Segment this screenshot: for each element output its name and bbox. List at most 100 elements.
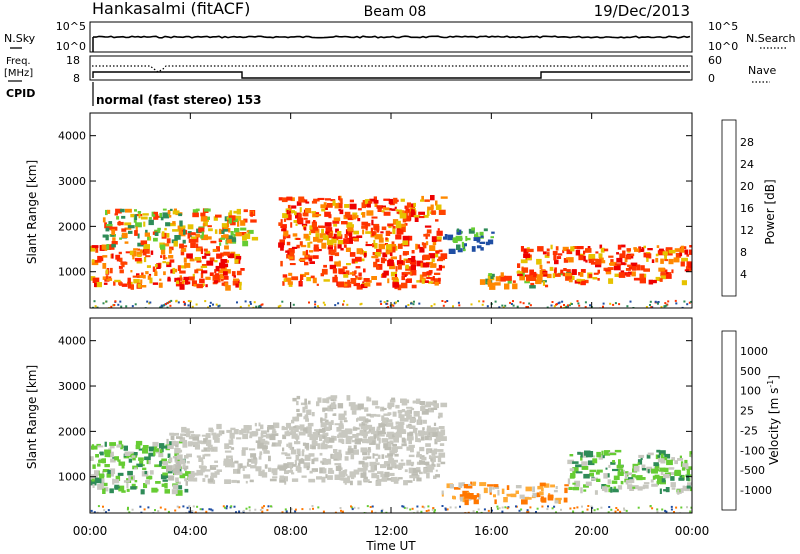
vel-echo-cell [295,465,300,472]
vel-echo-cell [647,469,650,474]
pow-echo-cell [566,257,570,260]
vel-clutter-cell [188,510,191,513]
pow-echo-cell [118,265,123,269]
pow-clutter-cell [570,303,573,305]
pow-echo-cell [203,220,208,227]
pow-echo-cell [489,282,496,286]
vel-echo-cell [138,448,144,451]
pow-echo-cell [176,280,179,284]
pow-echo-cell [308,255,313,259]
pow-echo-cell [462,245,466,252]
vel-echo-cell [127,455,134,458]
pow-echo-cell [355,266,361,269]
pow-echo-cell [337,202,343,209]
vel-echo-cell [537,494,540,497]
vel-echo-cell [400,459,404,462]
pow-clutter-cell [113,304,116,306]
vel-echo-cell [461,482,465,487]
vel-clutter-cell [600,506,603,509]
pow-echo-cell [625,254,632,260]
pow-echo-cell [457,231,460,235]
vel-echo-cell [197,440,202,444]
vel-echo-cell [134,467,138,470]
vel-clutter-cell [587,505,590,507]
vel-echo-cell [317,434,324,438]
pow-echo-cell [578,272,581,276]
vel-echo-cell [352,434,359,438]
pow-echo-cell [160,244,166,250]
vel-echo-cell [173,441,179,445]
pow-echo-cell [431,258,435,263]
pow-echo-cell [124,241,129,244]
vel-echo-cell [343,410,347,416]
pow-echo-cell [490,273,495,278]
pow-echo-cell [434,281,439,286]
pow-echo-cell [243,209,248,213]
pow-clutter-cell [512,304,515,307]
pow-echo-cell [280,260,283,267]
vel-echo-cell [627,484,633,490]
pow-ytick-label: 1000 [58,266,86,279]
pow-echo-cell [643,268,650,272]
vel-clutter-cell [182,505,185,508]
vel-echo-cell [389,472,395,476]
vel-clutter-cell [441,505,444,507]
vel-clutter-cell [411,507,414,510]
pow-echo-cell [401,282,408,289]
vel-echo-cell [334,396,337,402]
pow-echo-cell [685,266,692,272]
pow-echo-cell [244,233,251,239]
pow-echo-cell [342,271,348,275]
pow-echo-cell [680,261,685,267]
vel-echo-cell [438,426,445,430]
vel-echo-cell [293,426,297,430]
pow-echo-cell [529,275,537,281]
pow-echo-cell [332,200,336,206]
vel-echo-cell [462,497,466,503]
pow-echo-cell [346,263,351,266]
vel-echo-cell [398,477,403,480]
pow-echo-cell [438,264,442,271]
vel-clutter-cell [421,505,424,508]
pow-echo-cell [382,207,386,210]
vel-echo-cell [292,416,300,422]
pow-clutter-cell [105,300,108,303]
vel-echo-cell [296,448,301,455]
pow-echo-cell [286,196,293,201]
vel-echo-cell [162,472,168,476]
vel-echo-cell [406,406,413,409]
vel-clutter-cell [656,510,659,513]
pow-echo-cell [645,253,652,259]
vel-echo-cell [176,485,183,490]
vel-clutter-cell [267,505,270,508]
pow-echo-cell [118,281,122,285]
vel-echo-cell [285,422,291,429]
vel-clutter-cell [226,505,228,508]
vel-clutter-cell [625,509,628,512]
pow-echo-cell [160,255,163,258]
vel-echo-cell [341,478,346,481]
pow-echo-cell [105,225,113,230]
vel-clutter-cell [371,505,374,508]
pow-echo-cell [337,231,342,237]
vel-echo-cell [411,473,419,476]
vel-echo-cell [184,478,188,482]
pow-echo-cell [324,222,332,227]
vel-echo-cell [102,487,109,492]
vel-echo-cell [408,409,412,414]
pow-echo-cell [371,276,377,280]
vel-echo-cell [337,453,342,457]
time-tick-label: 00:00 [675,524,710,538]
pow-echo-cell [137,254,142,257]
vel-echo-cell [506,485,510,490]
pow-echo-cell [473,237,481,241]
vel-echo-cell [308,430,312,436]
vel-clutter-cell [541,505,544,508]
vel-echo-cell [437,449,444,452]
vel-echo-cell [322,468,327,474]
pow-echo-cell [194,269,199,274]
pow-echo-cell [365,241,368,244]
pow-echo-cell [236,208,241,215]
pow-echo-cell [300,275,304,280]
pow-clutter-cell [407,304,410,306]
